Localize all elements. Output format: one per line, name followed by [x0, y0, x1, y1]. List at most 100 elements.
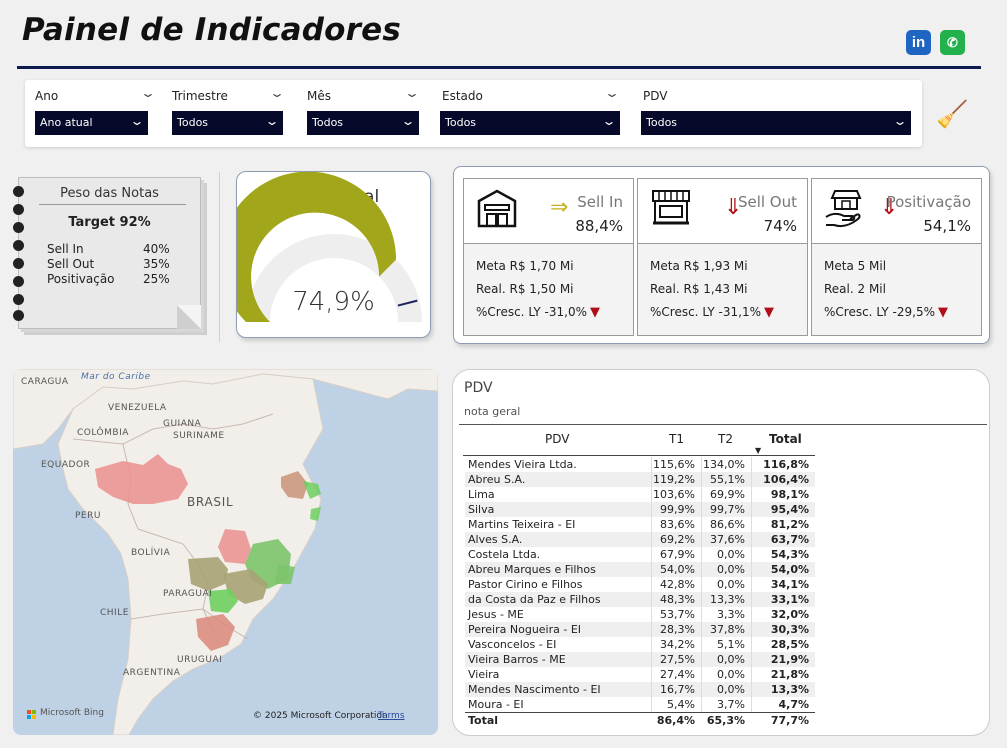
table-row[interactable]: Martins Teixeira - EI 83,6% 86,6% 81,2%: [465, 517, 815, 532]
table-row[interactable]: Abreu Marques e Filhos 54,0% 0,0% 54,0%: [465, 562, 815, 577]
cell-total: 13,3%: [770, 683, 809, 696]
cell-separator: [701, 682, 702, 697]
notes-divider: [39, 204, 186, 205]
kpi-real: Real. R$ 1,50 Mi: [476, 282, 574, 296]
cell-total: 33,1%: [770, 593, 809, 606]
cell-separator: [651, 517, 652, 532]
filter-label: PDV: [643, 89, 668, 103]
filter-select-ano[interactable]: Ano atual ⌄: [35, 111, 148, 135]
clear-filters-icon[interactable]: 🧹: [936, 100, 969, 130]
whatsapp-icon[interactable]: ✆: [940, 30, 965, 55]
cell-separator: [751, 682, 752, 697]
cell-separator: [701, 487, 702, 502]
chevron-down-icon: ⌄: [892, 114, 908, 128]
total-value: 77,7%: [770, 714, 809, 727]
map-label: COLÔMBIA: [77, 428, 129, 438]
cell-separator: [701, 637, 702, 652]
cell-t1: 34,2%: [660, 638, 695, 651]
table-row[interactable]: Abreu S.A. 119,2% 55,1% 106,4%: [465, 472, 815, 487]
cell-separator: [651, 682, 652, 697]
triangle-down-icon: ▼: [938, 305, 948, 320]
sort-desc-icon[interactable]: ▼: [755, 446, 762, 455]
chevron-down-icon[interactable]: ⌄: [603, 86, 621, 100]
state-pink-south: [196, 614, 235, 651]
cell-separator: [701, 592, 702, 607]
cell-separator: [751, 502, 752, 517]
table-row[interactable]: Vasconcelos - EI 34,2% 5,1% 28,5%: [465, 637, 815, 652]
cell-t2: 86,6%: [710, 518, 745, 531]
cell-t1: 83,6%: [660, 518, 695, 531]
cell-t1: 5,4%: [667, 698, 695, 711]
table-row[interactable]: Vieira 27,4% 0,0% 21,8%: [465, 667, 815, 682]
cell-t2: 0,0%: [717, 578, 745, 591]
cell-separator: [751, 697, 752, 712]
map-label: BRASIL: [187, 495, 234, 509]
kpi-header: ⇒ Sell In 88,4%: [463, 178, 634, 244]
map-terms-link[interactable]: Terms: [378, 711, 405, 721]
cell-t1: 115,6%: [653, 458, 695, 471]
cell-separator: [651, 697, 652, 712]
linkedin-icon[interactable]: in: [906, 30, 931, 55]
table-row[interactable]: Lima 103,6% 69,9% 98,1%: [465, 487, 815, 502]
ring-icon: [13, 310, 24, 321]
filter-select-pdv[interactable]: Todos ⌄: [641, 111, 911, 135]
table-row[interactable]: Jesus - ME 53,7% 3,3% 32,0%: [465, 607, 815, 622]
map-label: CHILE: [100, 608, 129, 618]
table-row[interactable]: da Costa da Paz e Filhos 48,3% 13,3% 33,1%: [465, 592, 815, 607]
kpi-real: Real. 2 Mil: [824, 282, 886, 296]
cell-total: 28,5%: [770, 638, 809, 651]
ring-icon: [13, 276, 24, 287]
column-header-t2[interactable]: T2: [718, 432, 733, 446]
table-row[interactable]: Mendes Vieira Ltda. 115,6% 134,0% 116,8%: [465, 457, 815, 472]
cell-total: 54,0%: [770, 563, 809, 576]
cell-t2: 37,8%: [710, 623, 745, 636]
kpi-value: 88,4%: [575, 217, 623, 235]
column-header-total[interactable]: Total: [769, 432, 802, 446]
filter-select-trimestre[interactable]: Todos ⌄: [172, 111, 283, 135]
table-row[interactable]: Silva 99,9% 99,7% 95,4%: [465, 502, 815, 517]
total-t2: 65,3%: [706, 714, 745, 727]
map-label: Mar do Caribe: [81, 372, 151, 382]
table-row[interactable]: Pereira Nogueira - EI 28,3% 37,8% 30,3%: [465, 622, 815, 637]
cell-total: 116,8%: [763, 458, 809, 471]
table-row[interactable]: Vieira Barros - ME 27,5% 0,0% 21,9%: [465, 652, 815, 667]
chevron-down-icon[interactable]: ⌄: [268, 86, 286, 100]
chevron-down-icon[interactable]: ⌄: [139, 86, 157, 100]
table-row[interactable]: Pastor Cirino e Filhos 42,8% 0,0% 34,1%: [465, 577, 815, 592]
cell-separator: [701, 652, 702, 667]
column-header-t1[interactable]: T1: [669, 432, 684, 446]
filter-value: Todos: [445, 116, 477, 129]
cell-t1: 28,3%: [660, 623, 695, 636]
table-row[interactable]: Costela Ltda. 67,9% 0,0% 54,3%: [465, 547, 815, 562]
table-row[interactable]: Alves S.A. 69,2% 37,6% 63,7%: [465, 532, 815, 547]
map-visual[interactable]: CARAGUA Mar do Caribe VENEZUELA GUIANA C…: [13, 369, 438, 735]
filter-select-estado[interactable]: Todos ⌄: [440, 111, 620, 135]
kpi-meta: Meta 5 Mil: [824, 259, 887, 273]
map-label: BOLÍVIA: [131, 548, 171, 558]
column-header-pdv[interactable]: PDV: [545, 432, 570, 446]
table-row[interactable]: Moura - EI 5,4% 3,7% 4,7%: [465, 697, 815, 712]
kpi-sell-out: ⇓ Sell Out 74% Meta R$ 1,93 Mi Real. R$ …: [637, 178, 808, 336]
cell-total: 106,4%: [763, 473, 809, 486]
cell-separator: [701, 547, 702, 562]
cell-pdv: Silva: [468, 503, 495, 516]
cell-separator: [701, 562, 702, 577]
cell-separator: [751, 457, 752, 472]
cell-t2: 37,6%: [710, 533, 745, 546]
cell-separator: [651, 547, 652, 562]
cell-separator: [751, 592, 752, 607]
table-row[interactable]: Mendes Nascimento - EI 16,7% 0,0% 13,3%: [465, 682, 815, 697]
cell-separator: [701, 622, 702, 637]
cell-separator: [651, 562, 652, 577]
filter-panel: Ano ⌄ Ano atual ⌄ Trimestre ⌄ Todos ⌄ Mê…: [25, 80, 922, 147]
chevron-down-icon: ⌄: [400, 114, 416, 128]
page-curl: [177, 305, 201, 329]
chevron-down-icon[interactable]: ⌄: [403, 86, 421, 100]
state-green-ne: [303, 481, 321, 499]
filter-select-mes[interactable]: Todos ⌄: [307, 111, 419, 135]
filter-label: Ano: [35, 89, 59, 103]
cell-pdv: Abreu S.A.: [468, 473, 526, 486]
cell-total: 4,7%: [778, 698, 809, 711]
filter-label: Estado: [442, 89, 483, 103]
weight-label: Positivação: [47, 272, 115, 286]
